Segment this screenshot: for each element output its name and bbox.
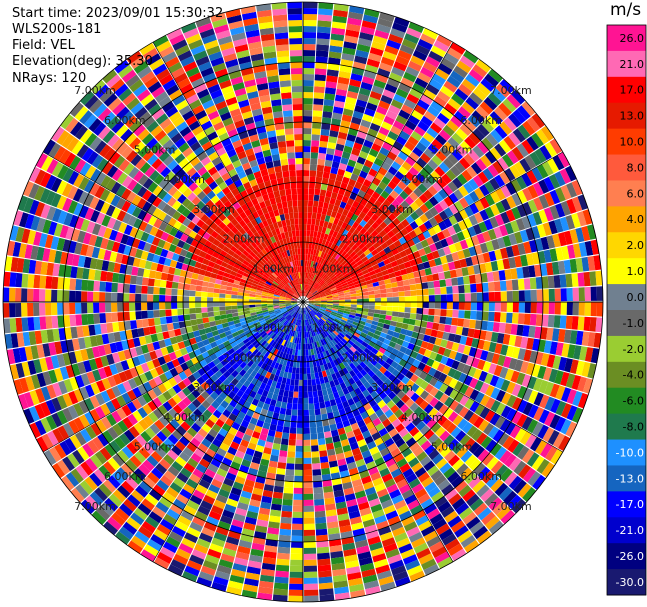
colorbar-segment	[607, 206, 646, 233]
colorbar-segment	[607, 517, 646, 544]
colorbar-tick-label: 2.0	[627, 239, 645, 252]
colorbar-frame	[606, 24, 647, 596]
range-label: 3.00km	[193, 381, 235, 394]
range-label: 5.00km	[431, 441, 473, 454]
colorbar-tick-label: -2.0	[623, 343, 644, 356]
range-label: 4.00km	[163, 173, 205, 186]
range-label: 2.00km	[223, 351, 265, 364]
colorbar-tick-label: 6.0	[627, 187, 645, 200]
range-label: 1.00km	[253, 262, 295, 275]
range-label: 7.00km	[490, 84, 532, 97]
range-label: 2.00km	[223, 233, 265, 246]
azimuth-line	[302, 301, 563, 453]
colorbar-segment	[607, 258, 646, 285]
colorbar-segment	[607, 387, 646, 415]
colorbar-segment	[607, 543, 646, 570]
range-label: 4.00km	[401, 173, 443, 186]
range-label: 2.00km	[342, 233, 384, 246]
azimuth-line	[152, 301, 304, 562]
colorbar-tick-label: -4.0	[623, 369, 644, 382]
range-label: 1.00km	[312, 262, 354, 275]
colorbar-tick-label: -26.0	[616, 550, 644, 563]
ppi-axes	[3, 2, 603, 602]
azimuth-line	[302, 301, 454, 562]
range-label: 3.00km	[193, 203, 235, 216]
colorbar-segment	[607, 128, 646, 156]
colorbar-segment	[607, 491, 646, 518]
range-label: 6.00km	[460, 470, 502, 483]
colorbar-tick-label: 4.0	[627, 213, 645, 226]
colorbar: 26.0 21.0 17.0 13.0 10.0 8.0 6.0 4.0 2.0 1.0 0.0 -1…	[606, 24, 647, 596]
colorbar-segment	[607, 180, 646, 207]
colorbar-tick-label: -1.0	[623, 317, 644, 330]
range-label: 7.00km	[74, 84, 116, 97]
azimuth-line	[43, 301, 304, 453]
range-label: 6.00km	[104, 470, 146, 483]
range-label: 5.00km	[431, 144, 473, 157]
range-label: 4.00km	[163, 411, 205, 424]
colorbar-tick-label: 21.0	[620, 58, 645, 71]
colorbar-tick-label: 8.0	[627, 161, 645, 174]
colorbar-tick-label: -30.0	[616, 576, 644, 589]
colorbar-segment	[607, 335, 646, 363]
colorbar-tick-label: -10.0	[616, 446, 644, 459]
azimuth-line	[152, 42, 304, 303]
colorbar-segment	[607, 284, 646, 311]
range-label: 6.00km	[460, 114, 502, 127]
colorbar-segment	[607, 154, 646, 181]
colorbar-tick-label: -13.0	[616, 472, 644, 485]
colorbar-segment	[607, 465, 646, 492]
colorbar-segment	[607, 25, 646, 52]
range-label: 7.00km	[74, 500, 116, 513]
range-label: 7.00km	[490, 500, 532, 513]
elevation-label: Elevation(deg): 35.30	[12, 54, 153, 69]
colorbar-segment	[607, 310, 646, 337]
colorbar-tick-label: -8.0	[623, 421, 644, 434]
azimuth-line	[43, 151, 304, 303]
colorbar-segment	[607, 232, 646, 259]
colorbar-segment	[607, 439, 646, 466]
range-label: 5.00km	[134, 144, 176, 157]
colorbar-segment	[607, 569, 646, 596]
range-label: 4.00km	[401, 411, 443, 424]
field-label: Field: VEL	[12, 38, 75, 53]
range-label: 2.00km	[342, 351, 384, 364]
colorbar-tick-label: 17.0	[620, 84, 645, 97]
colorbar-tick-label: -17.0	[616, 498, 644, 511]
colorbar-unit: m/s	[610, 0, 642, 20]
colorbar-segment	[607, 76, 646, 104]
azimuth-line	[302, 42, 454, 303]
range-label: 3.00km	[371, 381, 413, 394]
colorbar-tick-label: 1.0	[627, 265, 645, 278]
start-time-label: Start time: 2023/09/01 15:30:32	[12, 6, 224, 21]
range-label: 1.00km	[253, 322, 295, 335]
colorbar-segment	[607, 361, 646, 389]
colorbar-tick-label: 13.0	[620, 110, 645, 123]
range-label: 3.00km	[371, 203, 413, 216]
colorbar-segment	[607, 50, 646, 78]
colorbar-tick-label: -21.0	[616, 524, 644, 537]
colorbar-tick-label: 26.0	[620, 32, 645, 45]
nrays-label: NRays: 120	[12, 71, 87, 86]
colorbar-segment	[607, 102, 646, 130]
range-label: 6.00km	[104, 114, 146, 127]
azimuth-line	[302, 151, 563, 303]
colorbar-tick-label: 0.0	[627, 291, 645, 304]
instrument-label: WLS200s-181	[12, 22, 102, 37]
colorbar-tick-label: -6.0	[623, 395, 644, 408]
range-label: 5.00km	[134, 441, 176, 454]
ppi-rays	[3, 2, 603, 602]
range-label: 1.00km	[312, 322, 354, 335]
range-labels: 1.00km 1.00km 1.00km 1.00km 2.00km 2.00km 2.00…	[74, 84, 531, 513]
colorbar-segment	[607, 413, 646, 441]
colorbar-tick-label: 10.0	[620, 136, 645, 149]
